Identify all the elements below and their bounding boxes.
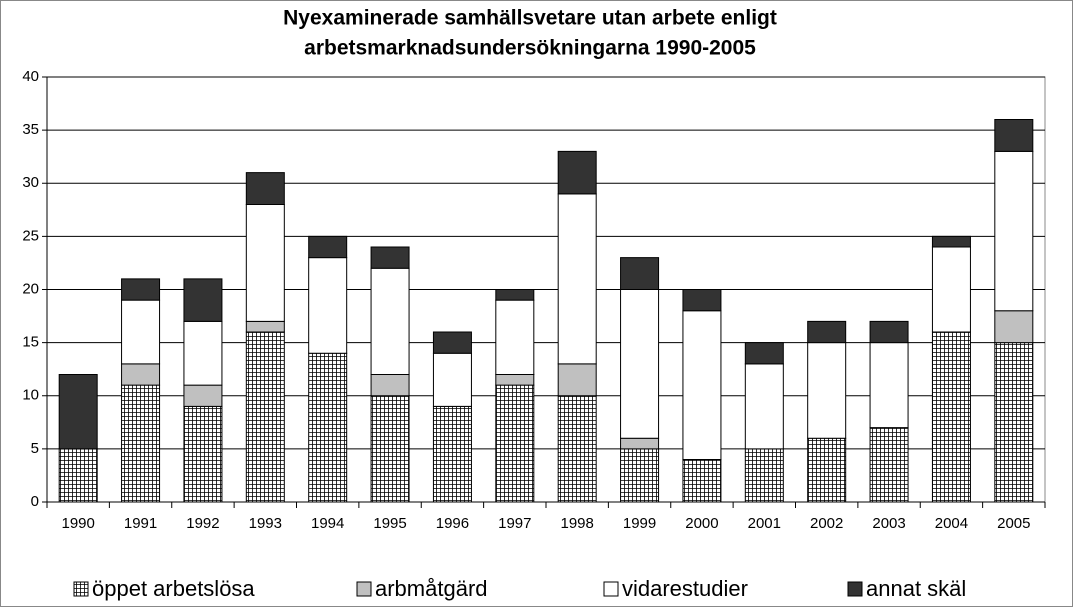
bar-segment <box>682 310 722 460</box>
x-tick-label: 2002 <box>810 515 843 532</box>
bar-segment <box>869 320 909 344</box>
bar-segment <box>245 331 285 503</box>
bar-segment <box>121 278 161 301</box>
legend-swatch <box>356 581 372 597</box>
bar-segment <box>121 384 161 503</box>
bar-segment <box>370 246 410 269</box>
bar-segment <box>620 289 660 439</box>
legend-swatch <box>847 581 863 597</box>
bar-segment <box>620 437 660 450</box>
bar-segment <box>308 352 348 503</box>
bar-segment <box>994 150 1034 312</box>
x-tick-label: 1992 <box>186 515 219 532</box>
bar-segment <box>370 395 410 503</box>
y-tick-label: 10 <box>22 387 39 404</box>
bar-segment <box>308 235 348 259</box>
bar-segment <box>807 437 847 503</box>
y-tick-label: 40 <box>22 68 39 85</box>
legend-label: annat skäl <box>866 576 966 601</box>
bar-segment <box>744 448 784 503</box>
bar-segment <box>807 320 847 344</box>
x-tick-label: 2000 <box>685 515 718 532</box>
legend-label: vidarestudier <box>622 576 748 601</box>
y-tick-label: 25 <box>22 227 39 244</box>
x-tick-label: 1995 <box>373 515 406 532</box>
bar-segment <box>245 320 285 333</box>
x-tick-label: 1990 <box>62 515 95 532</box>
bar-segment <box>557 395 597 503</box>
x-tick-label: 1997 <box>498 515 531 532</box>
bar-segment <box>744 363 784 450</box>
bar-segment <box>121 363 161 386</box>
bar-segment <box>557 150 597 195</box>
y-tick-label: 5 <box>31 440 39 457</box>
bar-segment <box>994 310 1034 344</box>
x-tick-label: 1991 <box>124 515 157 532</box>
x-tick-label: 1994 <box>311 515 344 532</box>
bar-segment <box>308 257 348 354</box>
bar-segment <box>682 459 722 503</box>
bar-segment <box>495 374 535 386</box>
bar-segment <box>931 235 971 248</box>
y-tick-label: 15 <box>22 334 39 351</box>
bar-segment <box>58 374 98 450</box>
bar-segment <box>432 405 472 503</box>
bar-segment <box>744 342 784 365</box>
bar-segment <box>432 331 472 354</box>
chart-title-line: arbetsmarknadsundersökningarna 1990-2005 <box>304 37 756 60</box>
bar-segment <box>994 119 1034 152</box>
x-tick-label: 1999 <box>623 515 656 532</box>
legend-label: öppet arbetslösa <box>92 576 255 601</box>
x-tick-label: 2005 <box>997 515 1030 532</box>
bar-segment <box>869 342 909 429</box>
bar-segment <box>58 448 98 503</box>
y-tick-label: 35 <box>22 121 39 138</box>
x-tick-label: 2001 <box>748 515 781 532</box>
bar-segment <box>121 299 161 365</box>
bar-segment <box>620 257 660 290</box>
bar-segment <box>245 204 285 322</box>
bar-segment <box>183 278 223 322</box>
x-tick-label: 2004 <box>935 515 968 532</box>
bar-segment <box>245 172 285 205</box>
bar-segment <box>495 384 535 503</box>
x-tick-label: 1996 <box>436 515 469 532</box>
bar-segment <box>370 374 410 397</box>
bar-segment <box>682 289 722 312</box>
bar-segment <box>432 352 472 407</box>
y-tick-label: 0 <box>31 493 39 510</box>
y-tick-label: 30 <box>22 174 39 191</box>
y-tick-label: 20 <box>22 280 39 297</box>
bar-segment <box>183 405 223 503</box>
bar-segment <box>931 331 971 503</box>
bar-segment <box>495 289 535 301</box>
bar-segment <box>495 299 535 375</box>
chart-title: Nyexaminerade samhällsvetare utan arbete… <box>283 7 777 30</box>
x-tick-label: 2003 <box>872 515 905 532</box>
legend-label: arbmåtgärd <box>375 576 488 601</box>
bar-segment <box>183 384 223 407</box>
bar-segment <box>557 363 597 397</box>
bar-segment <box>994 342 1034 503</box>
legend-swatch <box>73 581 89 597</box>
bar-segment <box>370 267 410 375</box>
bar-segment <box>807 342 847 439</box>
bar-segment <box>869 427 909 503</box>
bar-segment <box>931 246 971 333</box>
bar-segment <box>557 193 597 365</box>
legend-swatch <box>603 581 619 597</box>
bar-segment <box>183 320 223 386</box>
bar-segment <box>620 448 660 503</box>
x-tick-label: 1993 <box>249 515 282 532</box>
x-tick-label: 1998 <box>561 515 594 532</box>
